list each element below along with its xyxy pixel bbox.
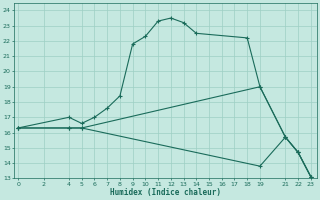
X-axis label: Humidex (Indice chaleur): Humidex (Indice chaleur) — [110, 188, 221, 197]
